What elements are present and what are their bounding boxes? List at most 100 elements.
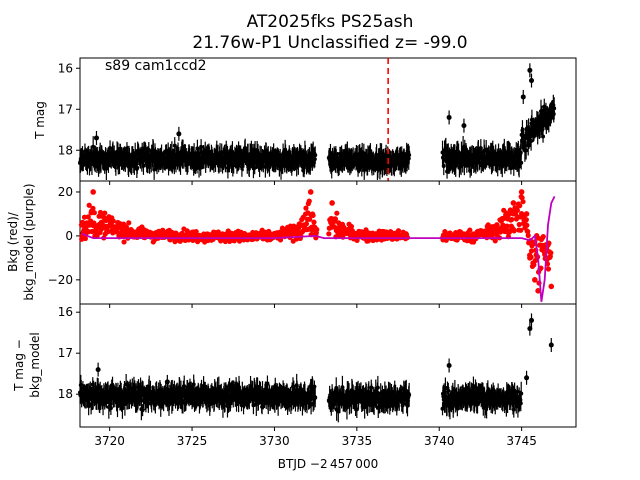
data-point <box>263 164 268 169</box>
x-tick-label: 3720 <box>94 434 125 448</box>
bkg-point <box>311 219 317 225</box>
bkg-point <box>106 215 113 222</box>
bkg-point <box>307 216 313 222</box>
bkg-point <box>506 211 512 218</box>
data-point <box>527 67 533 73</box>
data-point <box>461 123 467 129</box>
x-tick-label: 3725 <box>177 434 208 448</box>
bkg-point <box>545 266 552 272</box>
data-point <box>375 385 380 390</box>
bkg-point <box>527 255 533 261</box>
bkg-point <box>532 277 538 283</box>
data-point <box>541 134 546 139</box>
bkg-point <box>329 200 335 206</box>
data-point <box>529 78 535 84</box>
bkg-point <box>523 217 529 223</box>
bkg-point <box>121 239 127 245</box>
bkg-point <box>528 248 535 254</box>
y-tick-label: 20 <box>58 185 73 199</box>
bkg-point <box>523 211 530 217</box>
panel-frame <box>79 303 577 428</box>
data-point <box>407 392 412 397</box>
data-point <box>452 388 457 393</box>
data-point <box>518 150 523 155</box>
y-tick-label: −20 <box>48 273 73 287</box>
data-point <box>344 405 349 410</box>
panel-top: 16 17 18 <box>58 57 577 185</box>
bkg-point <box>525 232 531 239</box>
data-point <box>199 144 204 149</box>
x-tick-label: 3730 <box>259 434 290 448</box>
y-tick-label: 17 <box>58 346 73 360</box>
bkg-point <box>91 210 97 216</box>
bkg-point <box>306 198 312 204</box>
bkg-point <box>535 288 541 294</box>
bkg-point <box>518 189 525 195</box>
bkg-point <box>310 212 316 219</box>
bkg-point <box>105 229 111 235</box>
data-point <box>227 382 232 387</box>
data-point <box>93 135 99 141</box>
data-point <box>520 94 526 100</box>
bkg-point <box>314 226 320 233</box>
bkg-point <box>354 230 360 237</box>
bkg-point <box>326 231 332 237</box>
y-tick-label: 0 <box>65 229 73 243</box>
bkg-point <box>98 211 105 217</box>
bkg-point <box>509 216 515 223</box>
bkg-point <box>307 189 314 195</box>
bkg-point <box>548 250 554 256</box>
bkg-point <box>172 230 179 237</box>
bkg-point <box>531 262 537 268</box>
bkg-point <box>115 219 121 226</box>
panel-bottom: 16 17 18 3720 3725 3730 3735 3740 3745 <box>58 303 577 448</box>
bkg-point <box>139 228 146 235</box>
data-point <box>141 163 146 168</box>
data-point <box>176 131 182 137</box>
y-tick-label: 17 <box>58 102 73 116</box>
data-point <box>354 407 359 412</box>
data-point <box>524 148 529 153</box>
data-point <box>515 389 520 394</box>
bkg-point <box>296 222 302 228</box>
bkg-point <box>510 200 517 206</box>
data-point <box>552 106 557 111</box>
data-point <box>361 151 366 156</box>
data-point <box>265 381 270 386</box>
bkg-point <box>303 205 309 211</box>
bkg-point <box>90 189 96 195</box>
bkg-point <box>82 235 89 242</box>
bkg-model-line <box>81 195 556 302</box>
data-point <box>313 395 318 400</box>
bkg-point <box>492 238 498 244</box>
bkg-point <box>511 228 517 234</box>
x-tick-label: 3740 <box>424 434 455 448</box>
bkg-point <box>91 220 97 226</box>
data-point <box>108 146 113 151</box>
bkg-point <box>85 214 91 220</box>
bkg-point <box>514 207 520 214</box>
data-point <box>519 160 524 165</box>
data-point <box>529 139 534 144</box>
data-point <box>135 165 140 170</box>
bkg-point <box>337 222 344 228</box>
data-point <box>140 408 145 413</box>
y-tick-label: 18 <box>58 143 73 157</box>
data-point <box>146 401 151 406</box>
bkg-point <box>498 228 504 235</box>
chart-title-line2: 21.76w-P1 Unclassified z= -99.0 <box>192 33 467 53</box>
data-point <box>446 114 452 120</box>
bkg-point <box>467 227 473 233</box>
bkg-point <box>540 233 546 240</box>
data-point <box>511 407 516 412</box>
bkg-point <box>525 229 531 235</box>
bkg-point <box>504 223 510 229</box>
bkg-point <box>516 221 522 228</box>
y-tick-label: 18 <box>58 387 73 401</box>
bkg-point <box>332 216 339 222</box>
bkg-point <box>548 283 555 290</box>
bkg-point <box>86 202 92 208</box>
bkg-point <box>518 227 524 233</box>
bkg-point <box>395 228 402 234</box>
